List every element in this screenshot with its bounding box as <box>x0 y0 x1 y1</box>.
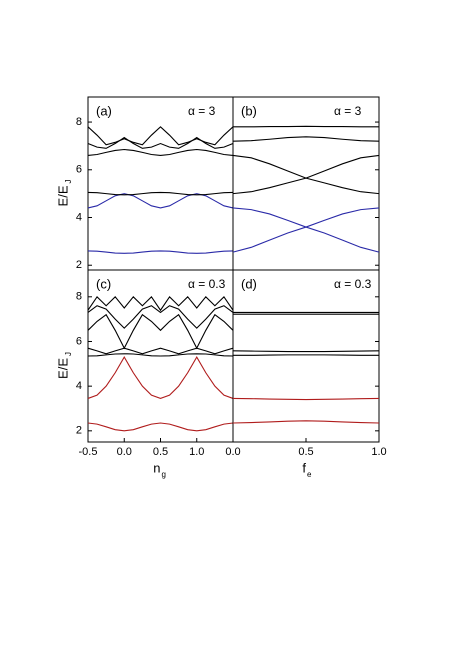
curve <box>87 250 234 254</box>
panel-label: (b) <box>241 103 257 118</box>
x-tick-label: 1.0 <box>189 446 204 458</box>
panel-frame <box>232 269 380 443</box>
panel-label: (a) <box>96 103 112 118</box>
curve <box>87 305 234 329</box>
y-label-sub: J <box>64 180 73 184</box>
x-label-sub: g <box>162 470 166 479</box>
curve <box>87 193 234 209</box>
curve <box>87 422 234 432</box>
curve <box>232 136 380 142</box>
x-tick-label: -0.5 <box>79 446 98 458</box>
curve <box>87 126 234 146</box>
y-tick-label: 4 <box>76 211 82 223</box>
curve <box>87 136 234 149</box>
curve <box>87 191 234 196</box>
panel-frame <box>232 96 380 271</box>
y-axis-label: E/E J <box>55 352 73 379</box>
annotation: α = 0.3 <box>188 277 226 291</box>
y-tick-label: 4 <box>76 380 82 392</box>
annotation: α = 3 <box>334 104 362 118</box>
y-tick-label: 6 <box>76 335 82 347</box>
curve <box>87 356 234 400</box>
x-label-main: f <box>302 460 306 475</box>
panel-frame <box>87 96 234 271</box>
y-tick-label: 8 <box>76 291 82 303</box>
x-tick-label: 0.5 <box>298 446 313 458</box>
curve <box>87 313 234 350</box>
curve <box>232 420 380 424</box>
y-tick-label: 2 <box>76 259 82 271</box>
panel-label: (c) <box>96 276 111 291</box>
curve <box>87 148 234 157</box>
y-tick-label: 8 <box>76 116 82 128</box>
x-tick-label: 0.0 <box>225 446 240 458</box>
y-axis-label: E/EJ <box>55 180 73 207</box>
y-tick-label: 2 <box>76 425 82 437</box>
curve <box>87 295 234 312</box>
annotation: α = 3 <box>188 104 216 118</box>
curve <box>232 397 380 401</box>
panel-label: (d) <box>241 276 257 291</box>
x-label-sub: e <box>307 470 312 479</box>
y-label-sub: J <box>64 352 73 356</box>
x-tick-label: 1.0 <box>371 446 386 458</box>
y-label-main: E/E <box>55 185 70 206</box>
annotation: α = 0.3 <box>334 277 372 291</box>
curve <box>232 154 380 195</box>
curve <box>232 350 380 353</box>
x-label-main: n <box>153 460 160 475</box>
curve <box>232 207 380 253</box>
curve <box>87 353 234 357</box>
y-label-main: E/E <box>55 358 70 379</box>
x-tick-label: 0.0 <box>117 446 132 458</box>
curve <box>232 154 380 195</box>
curve <box>87 347 234 355</box>
y-tick-label: 6 <box>76 164 82 176</box>
x-tick-label: 0.5 <box>153 446 168 458</box>
